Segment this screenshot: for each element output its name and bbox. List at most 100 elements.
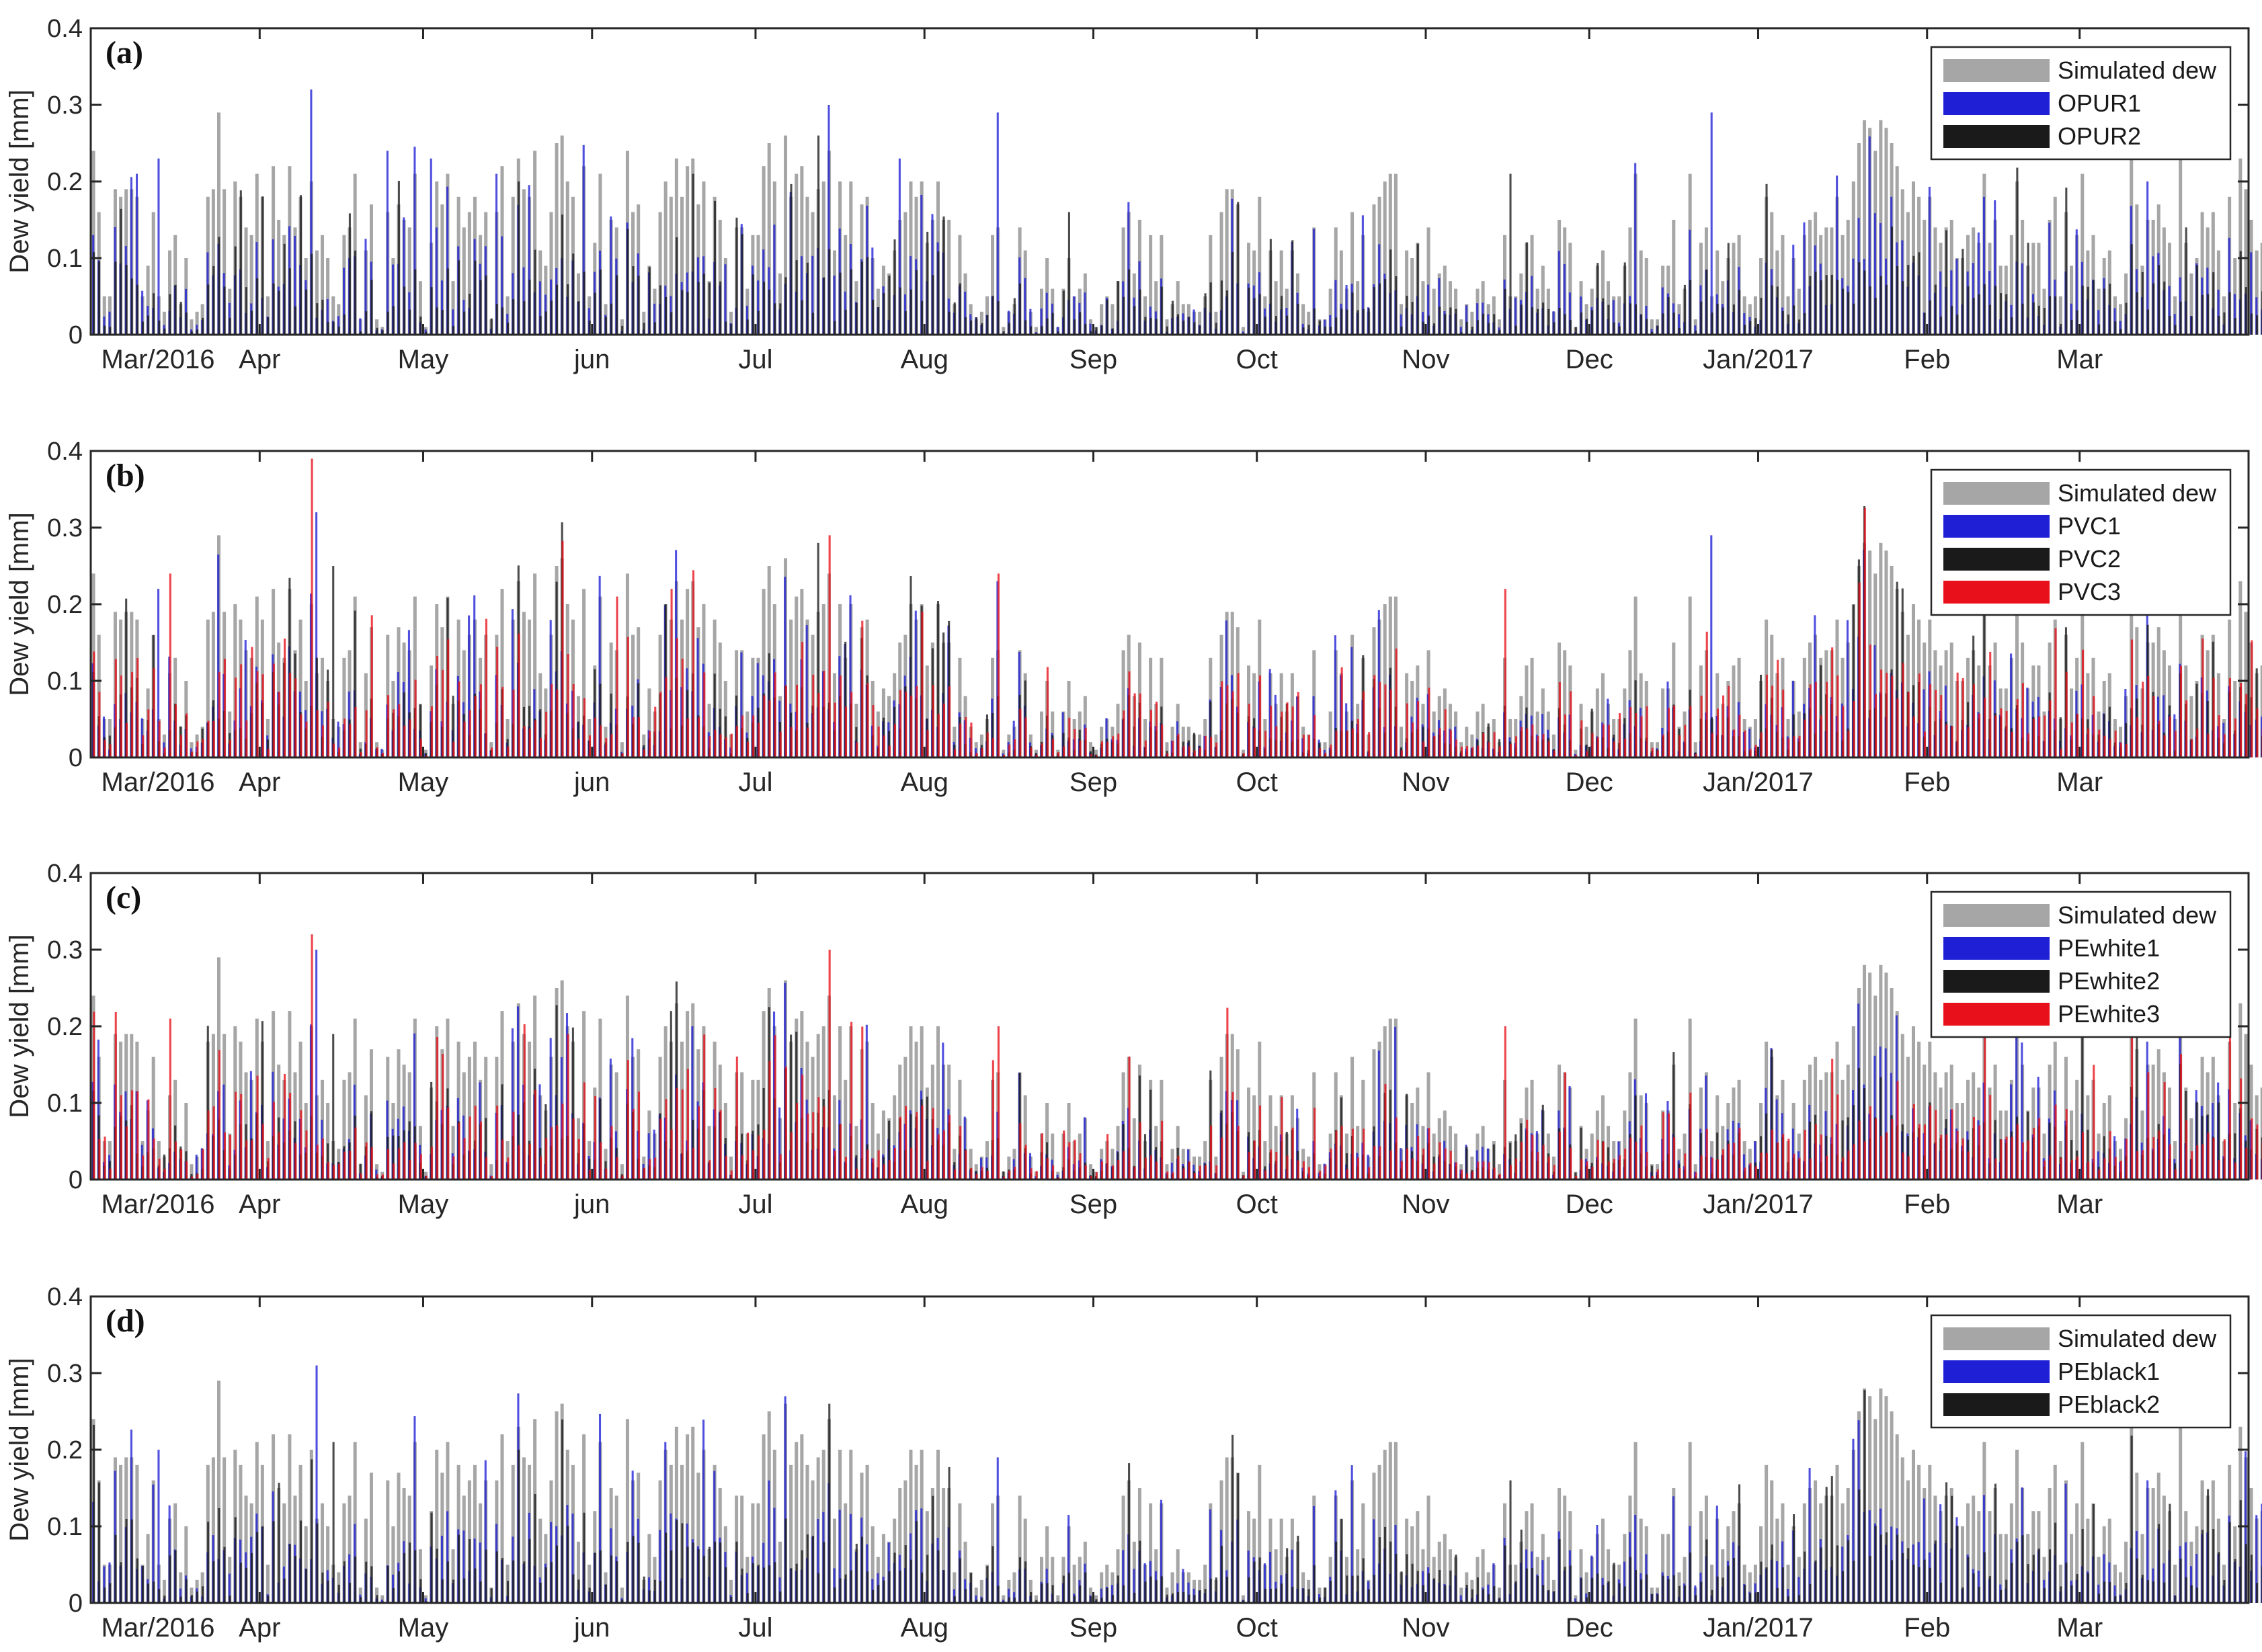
- bar-pewhite3: [2044, 1160, 2046, 1180]
- bar-pvc3: [2142, 682, 2144, 757]
- bar-opur2: [860, 261, 863, 335]
- bar-pewhite3: [251, 1140, 253, 1180]
- y-tick-label: 0.1: [47, 1089, 83, 1118]
- bar-pewhite3: [2060, 1157, 2062, 1180]
- bar-pewhite3: [1777, 1142, 1779, 1180]
- bar-opur2: [1324, 327, 1326, 335]
- x-tick-label: Mar: [2056, 345, 2103, 374]
- bar-pewhite3: [447, 1107, 450, 1180]
- bar-opur1: [1040, 308, 1043, 335]
- bar-pvc3: [1237, 673, 1240, 757]
- bar-opur2: [904, 311, 907, 335]
- bar-opur2: [278, 290, 280, 335]
- bar-pewhite3: [1166, 1171, 1169, 1180]
- bar-pvc3: [1433, 735, 1436, 757]
- bar-pvc3: [284, 638, 286, 757]
- bar-pvc3: [1886, 672, 1888, 757]
- bar-simulated-dew: [1132, 1118, 1136, 1180]
- bar-pvc3: [1314, 715, 1316, 757]
- bar-pewhite3: [2163, 1082, 2166, 1180]
- bar-pvc3: [1482, 733, 1485, 757]
- x-tick-label: Dec: [1566, 1190, 1613, 1219]
- bar-opur2: [2060, 323, 2062, 335]
- bar-opur1: [1056, 327, 1059, 335]
- bar-pewhite1: [1127, 1108, 1129, 1180]
- bar-pewhite3: [1907, 1156, 1910, 1180]
- bar-pvc3: [627, 636, 629, 757]
- bar-opur1: [2119, 321, 2122, 335]
- bar-simulated-dew: [1470, 1156, 1474, 1180]
- bar-pewhite3: [1733, 1143, 1736, 1180]
- bar-simulated-dew: [707, 704, 711, 757]
- bar-opur1: [1836, 175, 1839, 335]
- bar-pvc3: [419, 739, 422, 757]
- bar-opur2: [1836, 280, 1839, 335]
- bar-opur2: [969, 320, 973, 335]
- bar-peblack2: [179, 1596, 182, 1603]
- bar-opur2: [202, 317, 204, 335]
- bar-pvc2: [1585, 744, 1588, 757]
- bar-opur2: [1585, 319, 1588, 335]
- bar-pewhite2: [1847, 1117, 1849, 1180]
- bar-simulated-dew: [663, 181, 668, 335]
- bar-opur2: [425, 331, 428, 335]
- bar-pvc1: [315, 512, 318, 757]
- bar-pewhite3: [551, 1127, 553, 1180]
- x-tick-label: Nov: [1402, 768, 1449, 797]
- bar-simulated-dew: [135, 1464, 139, 1603]
- bar-pewhite3: [1270, 1149, 1273, 1180]
- x-tick-label: Mar/2016: [102, 768, 215, 797]
- bar-opur1: [1427, 284, 1430, 335]
- bar-pewhite3: [583, 1082, 585, 1180]
- bar-simulated-dew: [151, 1057, 155, 1180]
- bar-pewhite3: [2152, 1137, 2155, 1180]
- bar-opur1: [811, 255, 814, 335]
- legend-swatch: [1943, 970, 2050, 993]
- bar-pewhite3: [272, 1102, 275, 1180]
- bar-opur2: [332, 321, 335, 335]
- bar-pewhite3: [370, 1147, 373, 1180]
- bar-opur2: [1787, 315, 1789, 335]
- bar-pvc3: [561, 540, 564, 757]
- bar-pewhite3: [768, 1061, 771, 1180]
- bar-opur2: [1444, 314, 1447, 335]
- bar-pewhite3: [834, 1151, 836, 1180]
- bar-simulated-dew: [1454, 1133, 1458, 1180]
- bar-pewhite3: [730, 1170, 733, 1180]
- bar-pewhite3: [223, 1132, 226, 1180]
- bar-opur2: [207, 284, 210, 335]
- bar-pvc3: [1847, 731, 1850, 757]
- bar-opur2: [185, 313, 188, 335]
- bar-opur2: [692, 173, 694, 335]
- bar-pewhite3: [828, 950, 831, 1180]
- bar-pewhite1: [538, 1084, 541, 1180]
- bar-opur1: [653, 303, 656, 335]
- bar-pewhite3: [627, 1060, 629, 1180]
- bar-pvc3: [588, 735, 592, 757]
- bar-opur1: [440, 280, 443, 335]
- bar-pvc3: [1471, 747, 1474, 757]
- bar-pewhite3: [1782, 1134, 1785, 1180]
- bar-opur2: [1640, 314, 1643, 335]
- bar-pewhite3: [1607, 1161, 1610, 1180]
- bar-pvc2: [555, 581, 558, 757]
- bar-pvc3: [1902, 663, 1904, 757]
- bar-opur2: [942, 216, 945, 335]
- bar-pewhite3: [692, 1147, 695, 1180]
- bar-opur2: [1591, 310, 1594, 335]
- bar-opur2: [469, 294, 471, 335]
- bar-pvc1: [157, 589, 160, 757]
- bar-peblack2: [337, 1584, 340, 1603]
- bar-pewhite1: [97, 1039, 99, 1180]
- bar-opur2: [153, 293, 155, 335]
- bar-simulated-dew: [729, 1156, 733, 1180]
- bar-peblack2: [147, 1583, 150, 1603]
- bar-pvc3: [1613, 741, 1615, 757]
- bar-peblack1: [103, 1566, 106, 1603]
- bar-simulated-dew: [353, 1442, 357, 1603]
- bar-pewhite3: [965, 1150, 967, 1180]
- bar-pvc3: [812, 674, 815, 757]
- bar-peblack1: [168, 1505, 171, 1603]
- bar-pvc3: [763, 695, 766, 757]
